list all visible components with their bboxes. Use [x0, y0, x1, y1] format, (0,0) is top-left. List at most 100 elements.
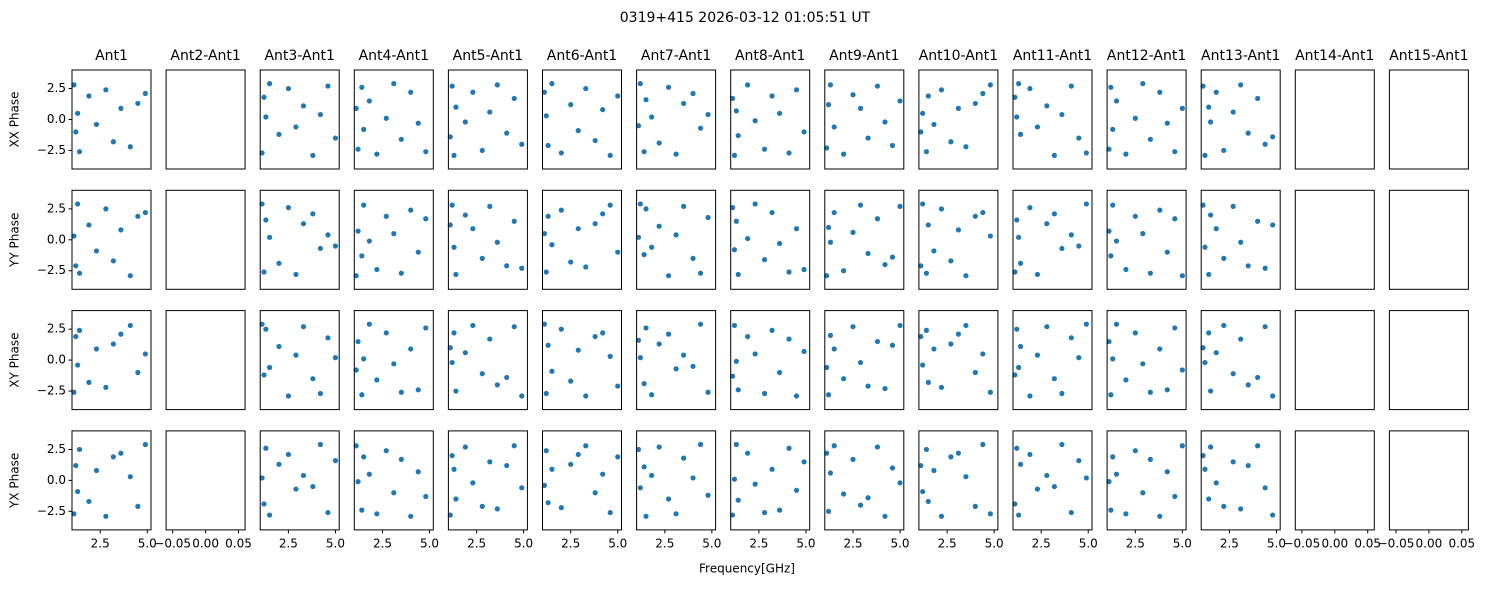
- axes-frame: [71, 430, 152, 531]
- point: [1106, 228, 1112, 234]
- point: [453, 388, 459, 394]
- axes-frame: [71, 69, 152, 170]
- point: [665, 273, 672, 279]
- point: [1044, 324, 1050, 330]
- point: [359, 253, 365, 259]
- axes-frame: [730, 430, 811, 531]
- point: [487, 203, 493, 209]
- point: [1270, 134, 1276, 140]
- point: [519, 485, 525, 491]
- point: [504, 130, 510, 136]
- x-tick-label: 5.0: [420, 536, 439, 550]
- point: [857, 202, 864, 208]
- point: [745, 82, 751, 88]
- point: [276, 461, 282, 467]
- point: [607, 353, 613, 359]
- point: [1230, 109, 1236, 115]
- point: [697, 441, 704, 448]
- point: [1044, 103, 1050, 109]
- point: [423, 325, 429, 331]
- point: [641, 149, 647, 155]
- point: [1179, 367, 1185, 373]
- point: [1200, 453, 1206, 459]
- axes-frame: [730, 310, 811, 411]
- axes-frame: [353, 430, 434, 531]
- point: [423, 149, 429, 155]
- point: [545, 142, 551, 149]
- point: [769, 93, 775, 99]
- point: [1200, 345, 1206, 351]
- panel-title: Ant12-Ant1: [1107, 48, 1186, 64]
- point: [142, 351, 148, 357]
- point: [276, 343, 282, 350]
- point: [931, 346, 937, 352]
- axes-frame: [71, 189, 152, 290]
- point: [1213, 350, 1219, 356]
- point: [519, 141, 525, 147]
- point: [453, 104, 459, 110]
- point: [1208, 388, 1214, 394]
- axes-frame: [259, 189, 340, 290]
- axes-frame: [259, 310, 340, 411]
- point: [479, 147, 485, 154]
- point: [317, 441, 323, 448]
- point: [1255, 218, 1261, 224]
- y-tick-label: −2.5: [37, 263, 66, 277]
- point: [541, 321, 547, 327]
- point: [1221, 255, 1227, 261]
- point: [470, 226, 476, 232]
- point: [831, 346, 837, 352]
- point: [963, 273, 969, 279]
- point: [955, 450, 962, 456]
- point: [325, 232, 331, 238]
- point: [801, 459, 807, 465]
- point: [583, 85, 589, 92]
- point: [453, 496, 459, 502]
- point: [769, 466, 775, 472]
- point: [925, 498, 931, 505]
- point: [1027, 85, 1033, 92]
- point: [447, 222, 453, 228]
- point: [1202, 244, 1208, 250]
- point: [1108, 392, 1114, 398]
- point: [948, 139, 954, 145]
- point: [127, 322, 133, 329]
- x-tick-label: 5.0: [1267, 536, 1286, 550]
- point: [882, 385, 888, 392]
- x-tick-label: 5.0: [514, 536, 533, 550]
- point: [263, 114, 269, 120]
- axes-frame: [542, 430, 622, 531]
- point: [374, 266, 380, 273]
- point: [925, 93, 931, 99]
- point: [600, 330, 606, 336]
- point: [987, 233, 993, 239]
- point: [494, 382, 500, 388]
- point: [276, 260, 282, 266]
- point: [470, 322, 476, 329]
- panel-title: Ant3-Ant1: [264, 48, 334, 64]
- point: [1238, 336, 1244, 342]
- point: [857, 105, 864, 111]
- point: [1270, 222, 1276, 228]
- point: [1255, 374, 1261, 381]
- point: [690, 255, 696, 261]
- point: [86, 379, 92, 385]
- point: [882, 261, 888, 268]
- point: [1200, 83, 1206, 89]
- axes-frame: [730, 69, 811, 170]
- point: [735, 387, 741, 393]
- point: [1014, 445, 1020, 451]
- point: [649, 472, 655, 479]
- point: [592, 137, 598, 144]
- point: [325, 83, 331, 89]
- point: [451, 466, 457, 472]
- point: [938, 384, 945, 390]
- point: [769, 327, 775, 333]
- point: [1012, 372, 1018, 378]
- point: [71, 233, 77, 239]
- point: [1016, 364, 1022, 371]
- point: [1034, 486, 1041, 492]
- point: [110, 258, 116, 264]
- point: [103, 87, 109, 93]
- axes-frame: [1106, 189, 1187, 290]
